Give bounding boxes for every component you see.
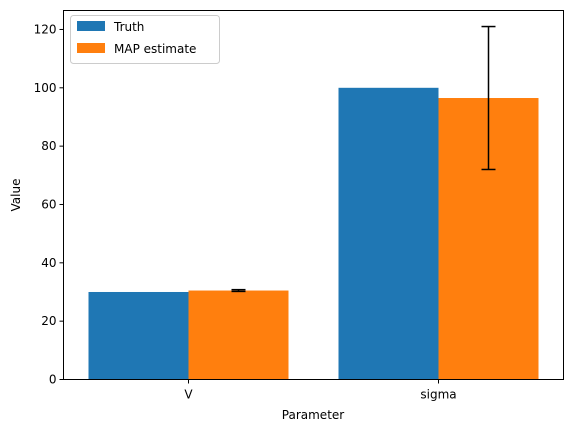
y-tick-label: 40 [41,256,56,270]
bar-map-estimate-v [189,291,289,380]
y-tick-label: 0 [49,373,57,387]
bar-truth-sigma [339,88,439,380]
y-tick-label: 80 [41,139,56,153]
legend-label: Truth [113,20,144,34]
y-tick-label: 60 [41,197,56,211]
bars [89,88,539,380]
y-tick-label: 100 [34,81,57,95]
y-tick-label: 120 [34,22,57,36]
x-tick-label: sigma [420,388,456,402]
y-axis: 0 20 40 60 80 100 120 [34,22,64,386]
legend-label: MAP estimate [114,42,196,56]
x-axis-label: Parameter [282,408,344,422]
legend-swatch [77,21,105,31]
y-axis-label: Value [9,179,23,212]
legend-swatch [77,43,105,53]
y-tick-label: 20 [41,314,56,328]
legend: Truth MAP estimate [71,16,220,64]
x-tick-label: V [184,388,193,402]
bar-truth-v [89,292,189,380]
